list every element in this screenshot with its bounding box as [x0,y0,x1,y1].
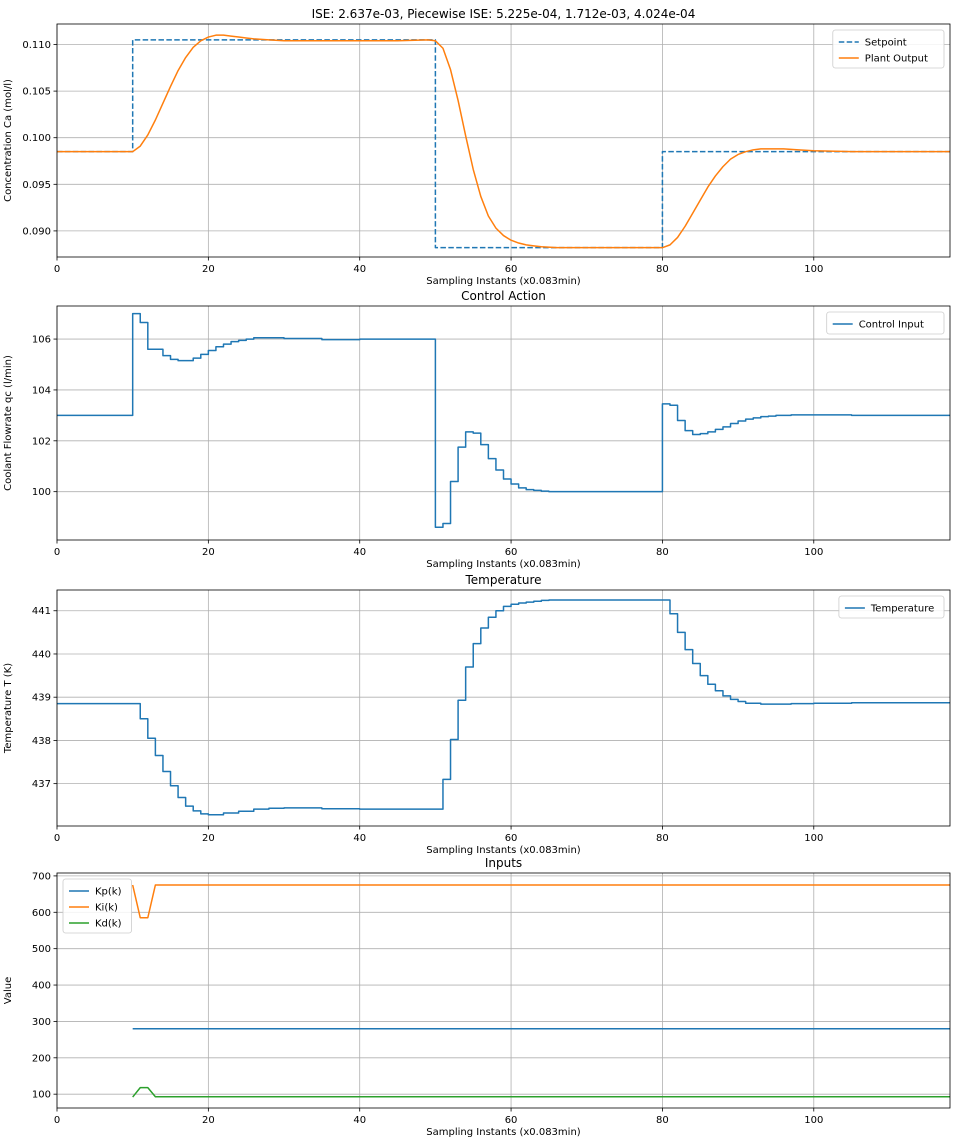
series-group [57,34,950,249]
x-tick-label: 40 [353,547,366,558]
x-tick-label: 0 [54,1115,60,1126]
legend-box [62,878,132,934]
axes-frame [56,23,951,258]
chart-title: Temperature [464,573,541,587]
x-tick-label: 60 [505,264,518,275]
legend-box [832,29,945,69]
series-line-setpoint [57,39,950,249]
x-tick-label: 20 [202,1115,215,1126]
y-axis-label: Temperature T (K) [3,663,14,754]
plot-area [57,873,950,1108]
y-tick-label: 102 [32,436,51,447]
series-line-kd-k [132,1086,950,1098]
chart-title: Control Action [461,289,546,303]
x-tick-label: 20 [202,547,215,558]
x-tick-label: 20 [202,264,215,275]
axes-frame [56,305,951,541]
y-tick-label: 0.110 [22,40,51,51]
x-tick-label: 80 [656,1115,669,1126]
legend: Setpoint Plant Output [832,29,945,69]
y-tick-label: 200 [32,1053,51,1064]
series-group [131,884,950,1098]
x-axis-label: Sampling Instants (x0.083min) [426,1127,580,1138]
x-tick-label: 40 [353,1115,366,1126]
series-line-plant-output [57,34,950,249]
chart-title: Inputs [485,856,522,870]
y-tick-label: 100 [32,487,51,498]
y-tick-label: 438 [32,736,51,747]
plot-area [57,590,950,826]
gridlines [56,873,950,1108]
legend-label: Plant Output [865,54,928,65]
y-tick-label: 104 [32,385,51,396]
gridlines [56,24,950,257]
y-tick-label: 437 [32,779,51,790]
y-tick-label: 300 [32,1017,51,1028]
x-tick-label: 80 [656,547,669,558]
x-tick-label: 0 [54,264,60,275]
series-line-temperature [57,599,950,816]
y-tick-label: 0.105 [22,87,51,98]
legend: Temperature [838,595,945,619]
x-tick-label: 80 [656,264,669,275]
series-line-ki-k [131,884,950,919]
plot-area [57,306,950,540]
x-tick-label: 40 [353,833,366,844]
x-tick-label: 0 [54,547,60,558]
legend-label: Kd(k) [95,919,122,930]
y-tick-label: 439 [32,693,51,704]
x-tick-label: 40 [353,264,366,275]
legend-label: Ki(k) [95,903,118,914]
x-tick-label: 100 [804,833,823,844]
y-tick-label: 0.095 [22,180,51,191]
x-tick-label: 100 [804,264,823,275]
y-tick-label: 441 [32,606,51,617]
legend-box [826,311,945,335]
x-axis-label: Sampling Instants (x0.083min) [426,845,580,856]
y-tick-label: 0.100 [22,133,51,144]
y-axis-label: Concentration Ca (mol/l) [3,79,14,202]
y-tick-label: 106 [32,335,51,346]
x-axis-label: Sampling Instants (x0.083min) [426,276,580,287]
axes-frame [56,589,951,827]
x-tick-label: 100 [804,547,823,558]
x-tick-label: 20 [202,833,215,844]
legend-label: Setpoint [865,38,907,49]
legend-box [838,595,945,619]
y-tick-label: 400 [32,981,51,992]
y-tick-label: 440 [32,649,51,660]
subplot-2: 0 20 40 60 80 100 100 102 104 106 Sampling Instant… [3,289,951,570]
legend: Control Input [826,311,945,335]
x-tick-label: 60 [505,1115,518,1126]
axes-frame [56,872,951,1109]
subplot-3: 0 20 40 60 80 100 437 438 439 440 441 Sampling Inst… [3,573,951,856]
series-line-control-input [57,312,950,529]
x-tick-label: 60 [505,547,518,558]
legend: Kp(k) Ki(k) Kd(k) [62,878,132,934]
y-tick-label: 0.090 [22,226,51,237]
subplot-1: 0 20 40 60 80 100 0.090 0.095 0.100 0.105 0.110 Sam… [3,7,951,287]
series-group [57,599,950,816]
chart-title: ISE: 2.637e-03, Piecewise ISE: 5.225e-04… [312,7,696,21]
x-tick-label: 0 [54,833,60,844]
subplot-4: 0 20 40 60 80 100 100 200 300 400 500 600 700 Samplin… [3,856,951,1138]
x-axis-label: Sampling Instants (x0.083min) [426,559,580,570]
x-tick-label: 80 [656,833,669,844]
y-tick-label: 500 [32,944,51,955]
y-tick-label: 100 [32,1090,51,1101]
y-tick-label: 700 [32,871,51,882]
series-group [57,312,950,529]
y-tick-label: 600 [32,908,51,919]
y-axis-label: Value [3,977,14,1004]
legend-label: Kp(k) [95,887,122,898]
legend-label: Temperature [870,604,934,615]
plot-area [57,24,950,257]
y-axis-label: Coolant Flowrate qc (l/min) [3,355,14,491]
x-tick-label: 100 [804,1115,823,1126]
x-tick-label: 60 [505,833,518,844]
legend-label: Control Input [859,320,924,331]
